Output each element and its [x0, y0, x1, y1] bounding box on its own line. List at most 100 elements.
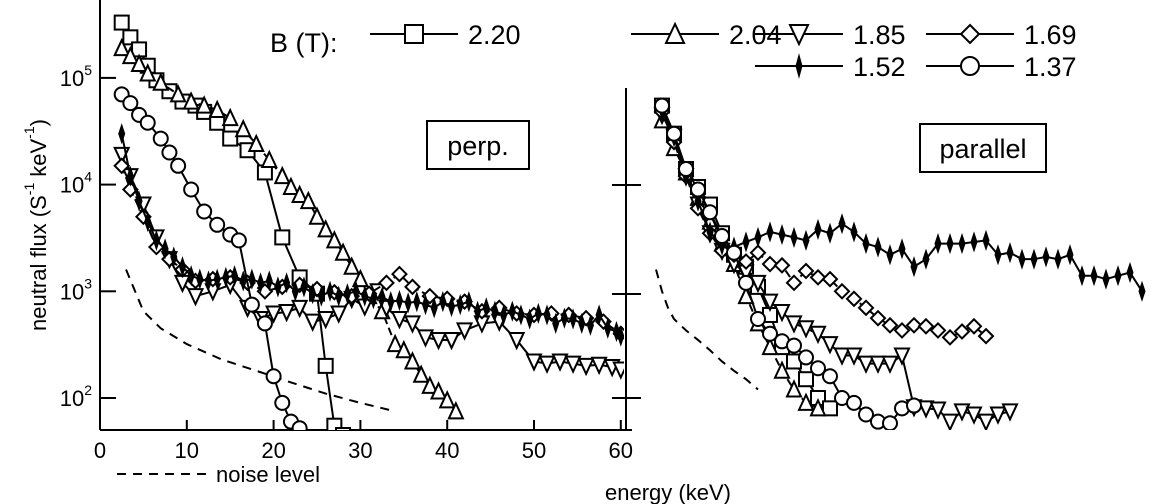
- data-point: [917, 400, 935, 419]
- data-point: [291, 280, 299, 302]
- series-line: [120, 133, 622, 337]
- panel-label-parallel-text: parallel: [939, 134, 1026, 164]
- data-point: [749, 244, 767, 262]
- panel-label-perp: perp.: [426, 120, 530, 170]
- data-point: [309, 283, 317, 305]
- data-point: [826, 222, 834, 244]
- data-point: [578, 312, 586, 335]
- data-point: [934, 233, 942, 255]
- y-axis-label-exp2: -1: [21, 126, 37, 139]
- data-point: [196, 203, 213, 220]
- data-point: [586, 314, 594, 336]
- data-point: [170, 246, 178, 268]
- data-point: [1006, 242, 1014, 264]
- data-point: [543, 304, 551, 326]
- data-point: [170, 157, 187, 174]
- data-point: [508, 331, 526, 351]
- data-point: [534, 302, 542, 325]
- data-point: [330, 305, 348, 324]
- noise-legend: noise level: [117, 462, 320, 487]
- data-point: [941, 328, 959, 346]
- data-point: [822, 400, 838, 417]
- data-point: [797, 262, 815, 280]
- panel-label-perp-box: [426, 120, 530, 170]
- data-point: [361, 285, 369, 307]
- data-point: [391, 265, 408, 283]
- data-point: [386, 333, 404, 353]
- data-point: [257, 272, 265, 294]
- data-point: [958, 233, 966, 255]
- data-point: [809, 268, 827, 286]
- data-point: [577, 357, 595, 377]
- legend-item-1_37: 1.37: [926, 52, 1077, 82]
- data-point: [881, 355, 899, 374]
- data-point: [186, 288, 205, 307]
- data-point: [113, 14, 130, 31]
- data-point: [773, 360, 791, 379]
- x-axis-label: energy (keV): [605, 480, 731, 504]
- data-point: [208, 99, 226, 119]
- data-point: [773, 303, 791, 323]
- data-point: [749, 274, 767, 294]
- data-point: [590, 356, 608, 376]
- data-point: [448, 295, 456, 318]
- data-point: [113, 157, 131, 175]
- data-point: [260, 149, 278, 169]
- data-point: [833, 347, 851, 366]
- data-point: [474, 300, 482, 322]
- data-point: [810, 360, 826, 377]
- data-point: [929, 401, 947, 420]
- data-point: [343, 283, 351, 305]
- data-point: [821, 336, 839, 355]
- data-point: [822, 368, 838, 385]
- data-point: [482, 297, 490, 319]
- data-point: [1114, 265, 1122, 287]
- data-point: [702, 204, 718, 221]
- data-point: [525, 353, 543, 372]
- data-point: [766, 221, 774, 243]
- data-point: [551, 353, 569, 372]
- data-point: [858, 406, 874, 423]
- data-point: [447, 400, 465, 420]
- data-point: [881, 316, 899, 334]
- legend: B (T): 2.20 2.04 1.85 1.691.52 1.37: [270, 20, 1077, 82]
- data-point: [247, 133, 265, 153]
- data-point: [1018, 248, 1026, 270]
- data-point: [291, 184, 309, 203]
- data-point: [906, 397, 922, 414]
- series-2_20: [113, 14, 352, 430]
- data-point: [404, 278, 421, 296]
- data-point: [737, 253, 755, 270]
- data-point: [1042, 246, 1050, 268]
- data-point: [222, 266, 230, 288]
- noise-level-line: [655, 269, 759, 391]
- series-1_37: [654, 97, 922, 430]
- data-point: [910, 256, 918, 278]
- data-point: [429, 331, 448, 351]
- data-point: [989, 406, 1007, 425]
- data-point: [850, 221, 858, 243]
- data-point: [714, 227, 730, 244]
- data-point: [893, 321, 911, 339]
- data-point: [334, 242, 352, 261]
- data-point: [195, 95, 213, 114]
- y-axis-label: neutral flux (S-1keV-1): [21, 119, 51, 331]
- data-point: [666, 125, 682, 142]
- data-point: [798, 371, 814, 388]
- data-point: [564, 355, 582, 374]
- legend-marker-triangle-down: [788, 24, 810, 47]
- data-point: [833, 282, 851, 300]
- data-point: [256, 315, 273, 332]
- data-point: [413, 291, 421, 313]
- data-point: [378, 274, 395, 292]
- data-point: [152, 229, 160, 251]
- x-tick-label: 10: [175, 438, 199, 463]
- data-point: [1054, 248, 1062, 270]
- data-point: [560, 307, 568, 329]
- legend-marker-diamond: [959, 23, 981, 45]
- data-point: [977, 413, 995, 430]
- legend-item-2_20: 2.20: [370, 20, 521, 50]
- data-point: [326, 417, 343, 430]
- data-point: [390, 311, 409, 330]
